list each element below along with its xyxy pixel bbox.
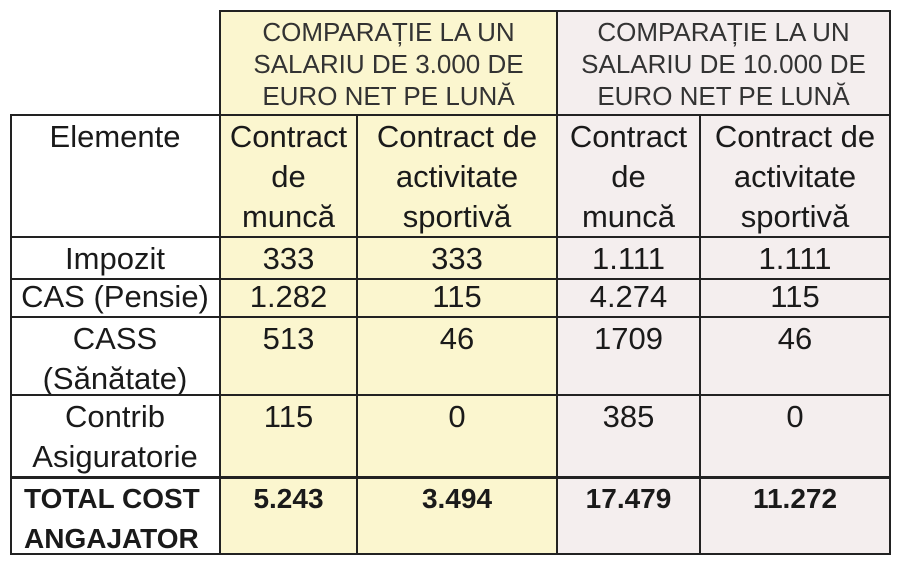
cell-value: 115 [263,399,314,434]
cell-value: 17.479 [585,483,672,514]
group-header-3000-line3: EURO NET PE LUNĂ [262,81,515,111]
cell-value: 333 [262,241,315,276]
table-cell: 0 [700,395,890,477]
table-cell: 1.111 [557,237,700,279]
table-cell: 4.274 [557,279,700,317]
column-header-contract-sportiva-10000: Contract de activitate sportivă [700,115,890,237]
header-line: Contract [569,119,688,154]
cell-value: 0 [448,399,466,434]
column-header-elemente-label: Elemente [49,119,181,154]
grid-line [10,394,891,396]
table-cell: 385 [557,395,700,477]
table-cell: 115 [357,279,557,317]
row-label-text: CASS [72,321,158,356]
group-header-10000-line1: COMPARAȚIE LA UN [597,17,850,47]
cell-value: 0 [786,399,804,434]
column-header-elemente: Elemente [10,115,220,237]
grid-line [699,114,701,555]
cell-value: 1.282 [249,279,328,314]
table-cell: 333 [220,237,357,279]
group-header-3000-line1: COMPARAȚIE LA UN [262,17,515,47]
row-label-text: ANGAJATOR [24,523,199,554]
header-line: sportivă [402,199,512,234]
total-cell: 11.272 [700,477,890,555]
column-header-contract-munca-3000: Contract de muncă [220,115,357,237]
row-label-total: TOTAL COST ANGAJATOR [10,477,220,555]
cell-value: 115 [770,279,820,314]
total-cell: 17.479 [557,477,700,555]
cell-value: 11.272 [752,483,838,514]
total-cell: 3.494 [357,477,557,555]
header-line: muncă [241,199,336,234]
table-cell: 513 [220,317,357,395]
cell-value: 1709 [594,321,663,356]
group-3000-background [220,10,557,555]
grid-line [10,278,891,280]
group-header-10000: COMPARAȚIE LA UN SALARIU DE 10.000 DE EU… [557,10,890,115]
row-label-text: TOTAL COST [24,483,200,514]
row-label-impozit: Impozit [10,237,220,279]
table-cell: 0 [357,395,557,477]
row-label-text: Impozit [65,241,165,276]
row-label-contrib-asiguratorie: Contrib Asiguratorie [10,395,220,477]
table-cell: 333 [357,237,557,279]
header-line: Contract [229,119,348,154]
table-cell: 1.111 [700,237,890,279]
column-header-contract-sportiva-3000: Contract de activitate sportivă [357,115,557,237]
grid-line [10,236,891,238]
cell-value: 333 [431,241,483,276]
group-header-10000-line3: EURO NET PE LUNĂ [597,81,850,111]
header-line: sportivă [740,199,850,234]
row-label-text: Contrib [65,399,165,434]
grid-line [10,114,891,116]
table-cell: 46 [700,317,890,395]
header-line: Contract de [714,119,876,154]
row-label-text: (Sănătate) [42,361,188,395]
cell-value: 1.111 [592,241,665,276]
grid-line [219,10,221,555]
row-label-text: Asiguratorie [32,439,198,474]
row-label-cass: CASS (Sănătate) [10,317,220,395]
cell-value: 385 [602,399,655,434]
cell-value: 4.274 [589,279,668,314]
grid-line [10,114,12,555]
grid-line [356,114,358,555]
table-cell: 1709 [557,317,700,395]
cell-value: 3.494 [421,483,493,514]
group-header-3000: COMPARAȚIE LA UN SALARIU DE 3.000 DE EUR… [220,10,557,115]
total-cell: 5.243 [220,477,357,555]
grid-line [10,476,891,479]
table-cell: 115 [700,279,890,317]
row-label-cas: CAS (Pensie) [10,279,220,317]
cell-value: 513 [262,321,315,356]
table-cell: 46 [357,317,557,395]
grid-line [220,10,891,12]
group-header-10000-line2: SALARIU DE 10.000 DE [581,49,866,79]
cell-value: 1.111 [758,241,832,276]
header-line: de [271,159,306,194]
group-10000-background [557,10,890,555]
header-line: Contract de [376,119,538,154]
header-line: de [611,159,646,194]
cell-value: 5.243 [253,483,324,514]
table-cell: 115 [220,395,357,477]
cell-value: 46 [777,321,813,356]
grid-line [556,10,558,555]
grid-line [10,553,891,555]
grid-line [889,10,891,555]
row-label-text: CAS (Pensie) [21,279,209,314]
header-line: activitate [733,159,857,194]
cell-value: 46 [439,321,475,356]
group-header-3000-line2: SALARIU DE 3.000 DE [253,49,524,79]
grid-line [10,316,891,318]
header-line: activitate [395,159,519,194]
table-cell: 1.282 [220,279,357,317]
cell-value: 115 [432,279,482,314]
header-line: muncă [581,199,676,234]
column-header-contract-munca-10000: Contract de muncă [557,115,700,237]
